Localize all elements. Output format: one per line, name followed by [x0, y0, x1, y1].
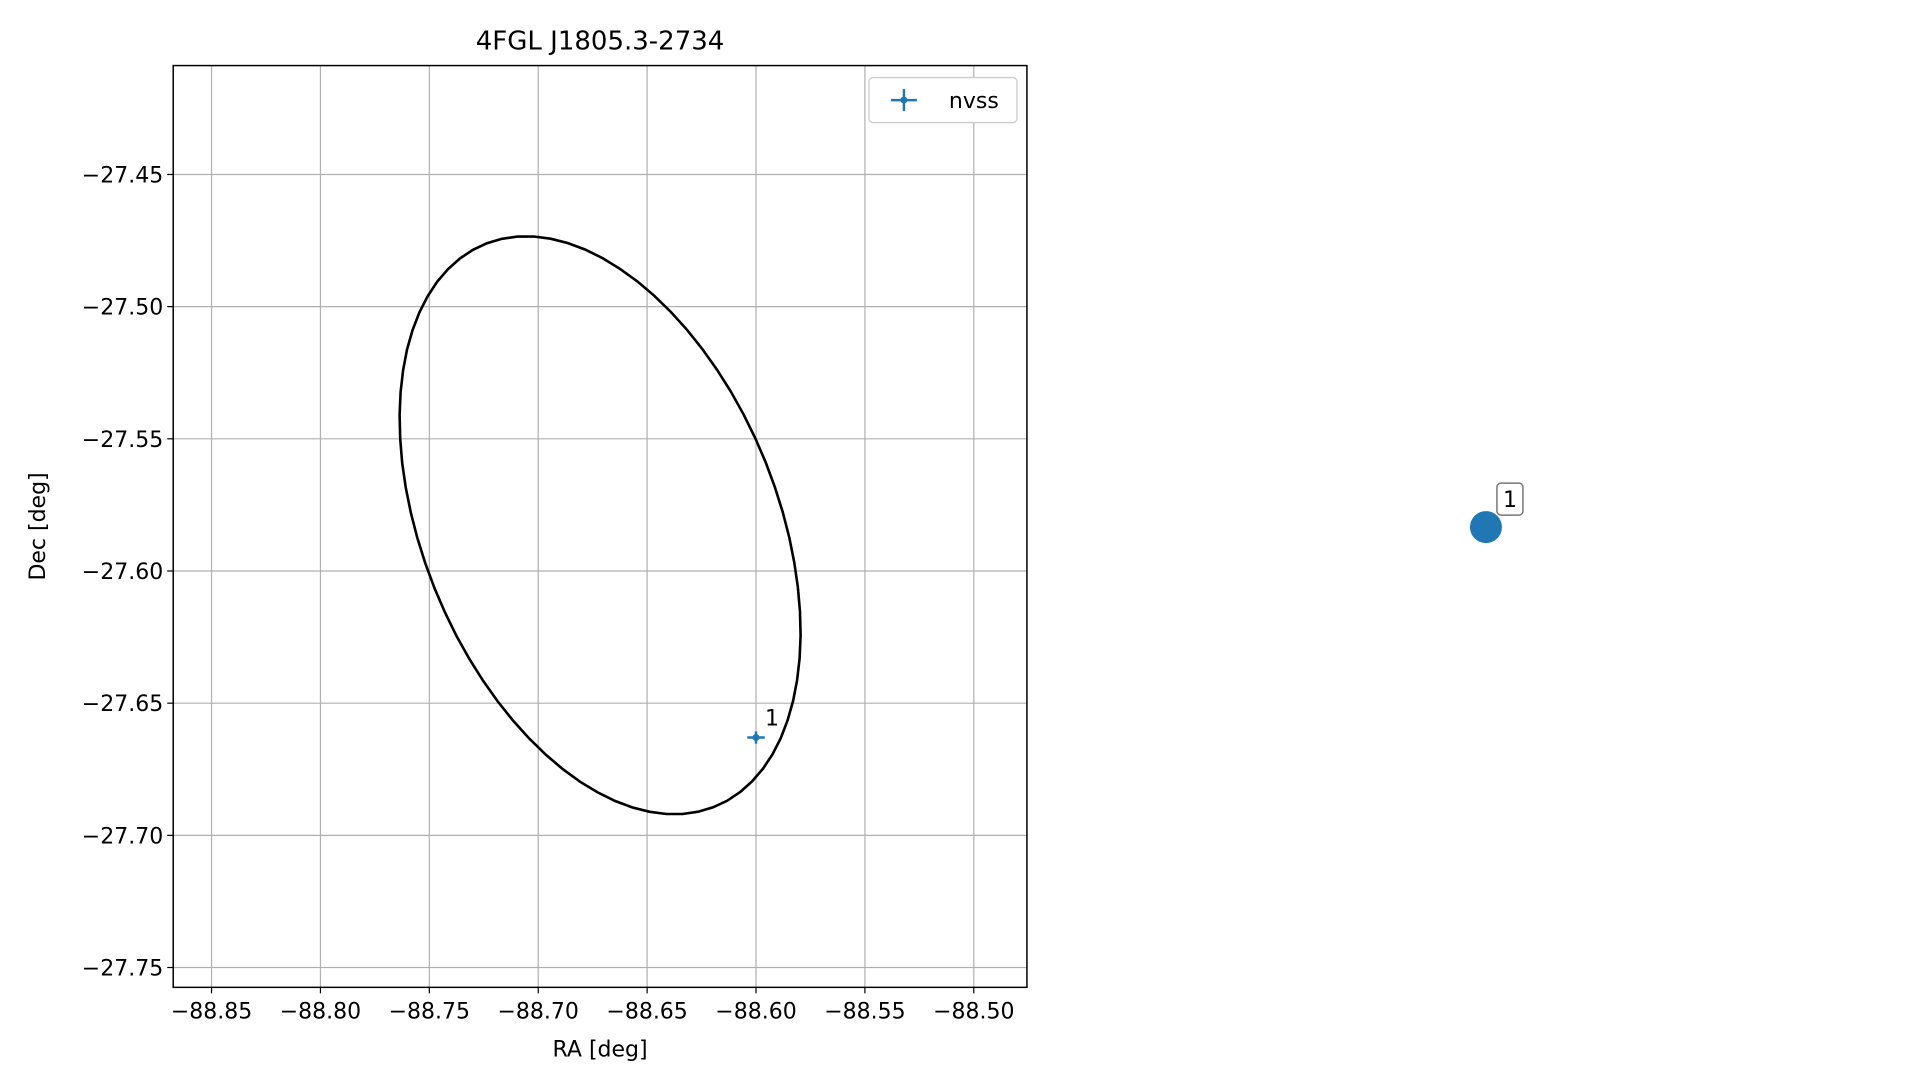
y-axis-label: Dec [deg] [26, 472, 51, 580]
y-tick-label: −27.60 [82, 560, 163, 585]
y-tick-label: −27.45 [82, 163, 163, 188]
x-tick-label: −88.80 [280, 999, 361, 1024]
y-tick-label: −27.70 [82, 824, 163, 849]
point [752, 734, 760, 742]
marker-label-box [1496, 482, 1524, 516]
x-tick-label: −88.55 [824, 999, 905, 1024]
legend-box [868, 76, 1018, 124]
chart-title: 4FGL J1805.3-2734 [476, 27, 725, 57]
x-tick-label: −88.65 [606, 999, 687, 1024]
x-tick-label: −88.70 [498, 999, 579, 1024]
marker-label: 1 [1503, 488, 1517, 513]
legend-label: nvss [949, 89, 999, 114]
y-tick-label: −27.65 [82, 692, 163, 717]
y-tick-label: −27.75 [82, 957, 163, 982]
x-tick-label: −88.75 [389, 999, 470, 1024]
legend-swatch [900, 96, 908, 104]
marker [1469, 511, 1502, 544]
y-tick-label: −27.50 [82, 296, 163, 321]
x-axis-label: RA [deg] [553, 1037, 648, 1062]
x-tick-label: −88.85 [171, 999, 252, 1024]
axes-frame [172, 64, 1028, 989]
y-tick-label: −27.55 [82, 428, 163, 453]
error-ellipse [398, 235, 802, 816]
x-tick-label: −88.50 [933, 999, 1014, 1024]
point-label: 1 [765, 707, 779, 732]
x-tick-label: −88.60 [715, 999, 796, 1024]
